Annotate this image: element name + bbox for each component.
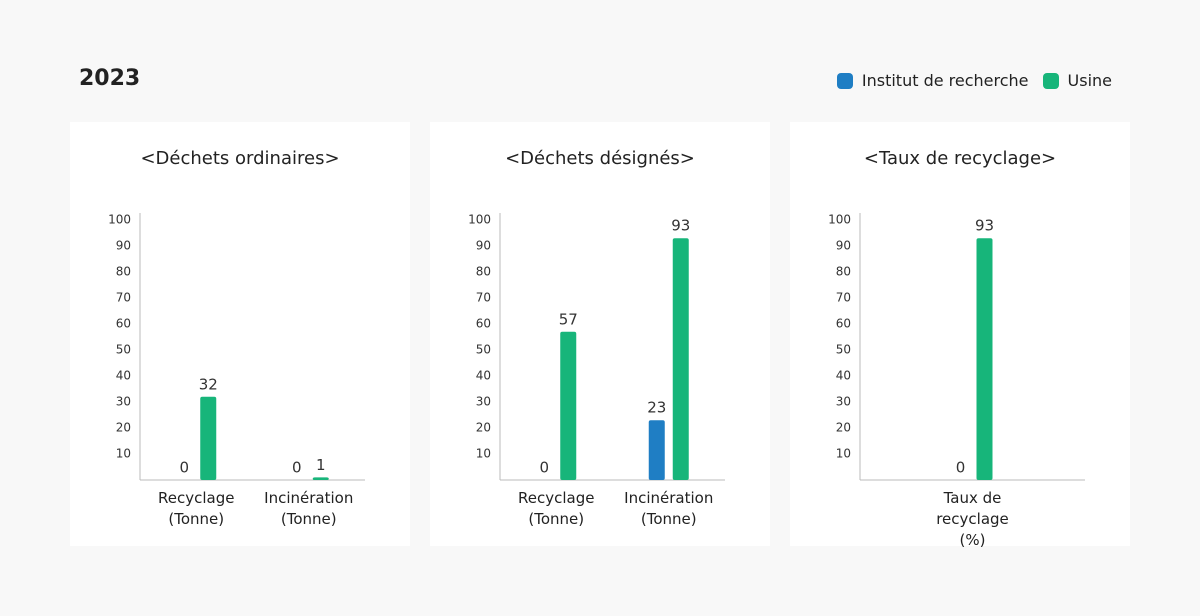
- bar: [976, 238, 993, 480]
- value-label: 93: [671, 217, 690, 235]
- chart-panel: 10 20 30 40 50 60 70 80 90 100 0 0 32 1 <Déchets ordin…: [70, 122, 410, 546]
- y-tick-label: 30: [476, 395, 491, 409]
- y-tick-label: 90: [476, 239, 491, 253]
- value-label: 1: [316, 456, 326, 474]
- y-tick-label: 10: [836, 447, 851, 461]
- y-tick-label: 60: [836, 317, 851, 331]
- value-label: 0: [179, 459, 189, 477]
- y-tick-label: 100: [108, 213, 131, 227]
- chart-title: <Taux de recyclage>: [863, 148, 1057, 169]
- y-tick-label: 50: [836, 343, 851, 357]
- y-tick-label: 90: [836, 239, 851, 253]
- y-tick-label: 40: [836, 369, 851, 383]
- value-label: 0: [539, 459, 549, 477]
- y-tick-label: 80: [116, 265, 131, 279]
- chart-panel: 10 20 30 40 50 60 70 80 90 100 0 23 57 93 <Déchets dés…: [430, 122, 770, 546]
- y-tick-label: 10: [476, 447, 491, 461]
- y-tick-label: 60: [116, 317, 131, 331]
- chart: 10 20 30 40 50 60 70 80 90 100 0 93: [828, 213, 1085, 481]
- y-tick-label: 80: [836, 265, 851, 279]
- value-label: 23: [647, 399, 666, 417]
- chart: 10 20 30 40 50 60 70 80 90 100 0 0 32 1: [108, 213, 365, 481]
- legend-label: Institut de recherche: [861, 71, 1029, 90]
- bar: [312, 477, 329, 480]
- legend-swatch: [836, 72, 853, 89]
- bar: [648, 420, 665, 480]
- y-tick-label: 100: [828, 213, 851, 227]
- chart-panel: 10 20 30 40 50 60 70 80 90 100 0 93 <Taux de recycla…: [790, 122, 1130, 549]
- y-tick-label: 50: [116, 343, 131, 357]
- value-label: 0: [956, 459, 966, 477]
- legend-swatch: [1042, 72, 1059, 89]
- chart-title: <Déchets ordinaires>: [140, 148, 340, 169]
- y-tick-label: 30: [116, 395, 131, 409]
- y-tick-label: 40: [116, 369, 131, 383]
- x-tick-label: Taux de recyclage (%): [936, 489, 1009, 549]
- x-tick-label: Recyclage (Tonne): [158, 489, 235, 528]
- legend-item: Usine: [1042, 71, 1112, 90]
- y-tick-label: 70: [836, 291, 851, 305]
- y-tick-label: 80: [476, 265, 491, 279]
- legend: Institut de recherche Usine: [831, 71, 1112, 90]
- value-label: 93: [975, 217, 994, 235]
- value-label: 32: [199, 375, 218, 393]
- y-tick-label: 60: [476, 317, 491, 331]
- y-tick-label: 20: [116, 421, 131, 435]
- y-tick-label: 70: [116, 291, 131, 305]
- y-tick-label: 100: [468, 213, 491, 227]
- y-tick-label: 40: [476, 369, 491, 383]
- value-label: 0: [292, 459, 302, 477]
- y-tick-label: 20: [476, 421, 491, 435]
- y-tick-label: 30: [836, 395, 851, 409]
- page-title: 2023: [79, 66, 141, 91]
- legend-item: Institut de recherche: [836, 71, 1029, 90]
- x-tick-label: Incinération (Tonne): [624, 489, 714, 528]
- legend-label: Usine: [1067, 71, 1112, 90]
- y-tick-label: 10: [116, 447, 131, 461]
- bar: [200, 396, 217, 480]
- y-tick-label: 50: [476, 343, 491, 357]
- chart: 10 20 30 40 50 60 70 80 90 100 0 23 57 93: [468, 213, 725, 481]
- chart-title: <Déchets désignés>: [505, 148, 695, 169]
- y-tick-label: 90: [116, 239, 131, 253]
- value-label: 57: [559, 310, 578, 328]
- bar: [560, 331, 577, 480]
- y-tick-label: 70: [476, 291, 491, 305]
- x-tick-label: Recyclage (Tonne): [518, 489, 595, 528]
- x-tick-label: Incinération (Tonne): [264, 489, 354, 528]
- bar: [672, 238, 689, 480]
- y-tick-label: 20: [836, 421, 851, 435]
